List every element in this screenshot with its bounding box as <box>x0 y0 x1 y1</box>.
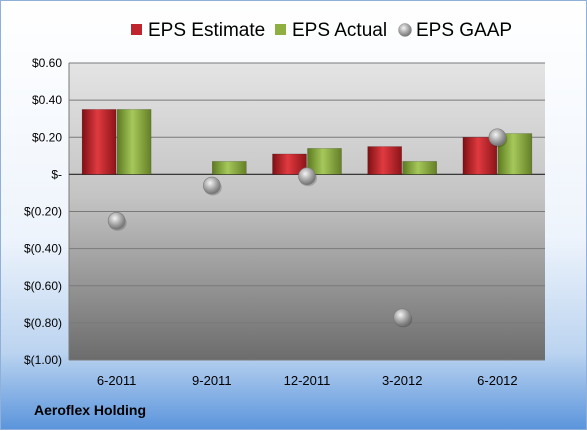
legend-label: EPS GAAP <box>416 20 512 41</box>
point-eps-gaap <box>488 128 507 147</box>
bar-eps-estimate <box>81 109 117 175</box>
point-eps-gaap <box>203 176 221 195</box>
y-tick-label: $(1.00) <box>24 353 62 367</box>
y-tick-label: $(0.80) <box>24 316 62 330</box>
x-tick-label: 6-2012 <box>477 373 517 388</box>
legend-label: EPS Actual <box>292 20 387 41</box>
bar-eps-actual <box>212 161 247 175</box>
legend-swatch <box>398 23 412 37</box>
x-tick-label: 12-2011 <box>284 373 331 388</box>
bar-eps-estimate <box>272 153 307 175</box>
y-tick-label: $(0.60) <box>24 279 62 293</box>
y-tick-label: $0.40 <box>32 93 62 107</box>
bar-eps-actual <box>116 109 152 175</box>
x-tick-label: 3-2012 <box>382 373 422 388</box>
point-eps-gaap <box>393 308 412 327</box>
y-tick-label: $- <box>51 167 62 181</box>
y-tick-label: $(0.40) <box>24 242 62 256</box>
axis-labels: $0.60 $0.40 $0.20 $- $(0.20) $(0.40) $(0.60) $(… <box>24 56 518 388</box>
legend-swatch <box>131 24 142 35</box>
y-tick-label: $(0.20) <box>24 205 62 219</box>
point-eps-gaap <box>107 211 126 230</box>
bar-eps-actual <box>402 161 438 175</box>
legend-label: EPS Estimate <box>148 20 265 41</box>
x-tick-label: 6-2011 <box>97 373 137 388</box>
legend: EPS Estimate EPS Actual EPS GAAP <box>131 20 512 41</box>
bar-eps-estimate <box>367 146 403 175</box>
x-tick-label: 9-2011 <box>192 373 232 388</box>
data-marks <box>81 109 533 328</box>
company-name: Aeroflex Holding <box>34 402 146 418</box>
point-eps-gaap <box>298 167 316 186</box>
legend-swatch <box>275 24 286 35</box>
y-tick-label: $0.20 <box>32 130 62 144</box>
y-tick-label: $0.60 <box>32 56 62 70</box>
